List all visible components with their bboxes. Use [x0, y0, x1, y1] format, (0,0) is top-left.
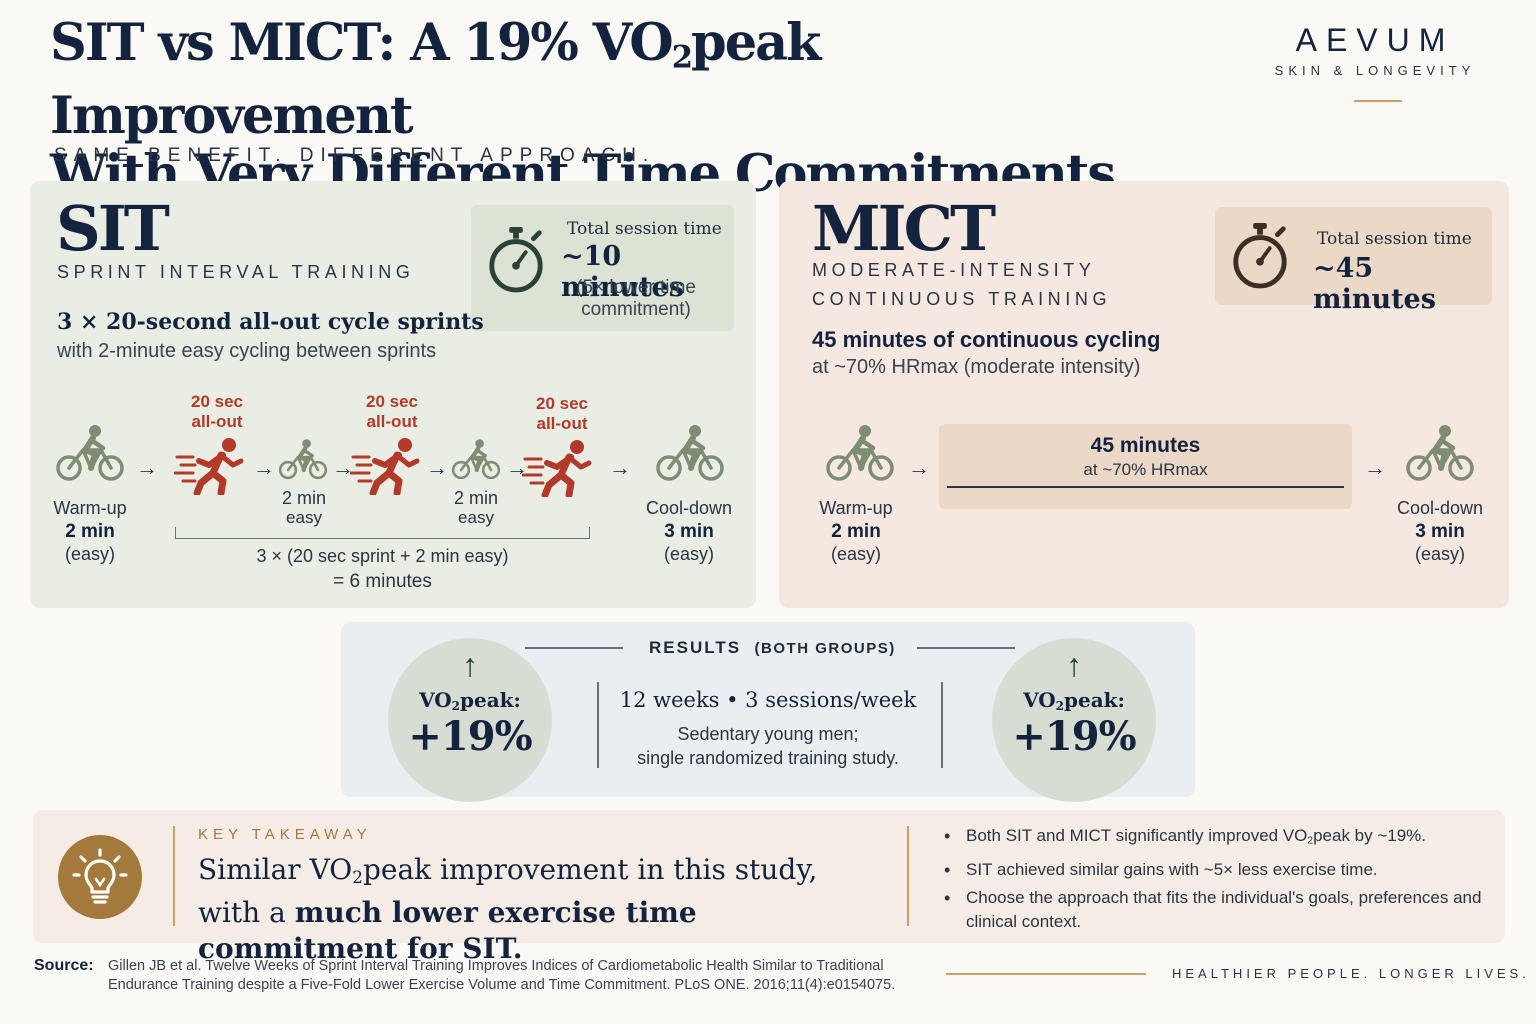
- mict-result-metric: VO2peak:: [1023, 688, 1125, 713]
- study-details: 12 weeks • 3 sessions/week Sedentary you…: [603, 688, 933, 770]
- brand-subtitle: SKIN & LONGEVITY: [1274, 63, 1476, 78]
- lightbulb-icon: [58, 835, 142, 919]
- sit-cooldown-label: Cool-down 3 min (easy): [645, 498, 733, 564]
- sit-time-value: ~10 minutes: [561, 241, 684, 303]
- footer-rule: [946, 973, 1146, 975]
- source-citation: Gillen JB et al. Twelve Weeks of Sprint …: [108, 958, 896, 993]
- mict-abbr: MICT: [812, 192, 996, 265]
- sit-protocol-subtitle: with 2-minute easy cycling between sprin…: [57, 340, 437, 362]
- sprint-1-label: 20 sec all-out: [191, 392, 243, 431]
- page-title: SIT vs MICT: A 19% VO2peak Improvement W…: [50, 14, 1150, 203]
- sit-warmup-label: Warm-up 2 min (easy): [53, 498, 127, 564]
- list-item: Both SIT and MICT significantly improved…: [942, 824, 1492, 854]
- stopwatch-icon: [485, 225, 547, 293]
- arrow-icon: →: [426, 455, 448, 480]
- interval-bracket: [175, 527, 590, 539]
- mict-warmup-label: Warm-up 2 min (easy): [819, 498, 893, 564]
- mict-protocol-title: 45 minutes of continuous cycling: [812, 327, 1161, 352]
- study-design: 12 weeks • 3 sessions/week: [619, 688, 917, 712]
- list-item: Choose the approach that fits the indivi…: [942, 886, 1492, 934]
- sprinter-icon: [522, 437, 594, 497]
- sprint-3-label: 20 sec all-out: [536, 394, 588, 433]
- brand-divider: [1354, 100, 1402, 102]
- arrow-icon: →: [908, 455, 930, 480]
- sit-full-name: SPRINT INTERVAL TRAINING: [57, 262, 415, 282]
- easy-1-label: 2 min easy: [281, 488, 326, 527]
- sit-result-circle: ↑ VO2peak: +19%: [388, 638, 552, 802]
- continuous-cycling-bar: 45 minutes at ~70% HRmax: [939, 424, 1352, 509]
- sprint-2-label: 20 sec all-out: [366, 392, 418, 431]
- sit-time-note: (5× lower time commitment): [576, 277, 696, 320]
- mict-cooldown-label: Cool-down 3 min (easy): [1396, 498, 1484, 564]
- sit-time-label: Total session time: [567, 219, 722, 239]
- mict-protocol-subtitle: at ~70% HRmax (moderate intensity): [812, 356, 1141, 378]
- arrow-up-icon: ↑: [462, 647, 478, 683]
- mict-result-value: +19%: [1012, 713, 1136, 760]
- takeaway-divider-left: [173, 826, 175, 926]
- brand-logo: AEVUM SKIN & LONGEVITY: [1250, 22, 1500, 78]
- takeaway-text: Similar VO2peak improvement in this stud…: [198, 852, 898, 967]
- results-rule-right: [917, 647, 1015, 649]
- footer-tagline: HEALTHIER PEOPLE. LONGER LIVES.: [1172, 966, 1530, 981]
- interval-summary: 3 × (20 sec sprint + 2 min easy) = 6 min…: [256, 546, 509, 592]
- mict-full-name-line-2: CONTINUOUS TRAINING: [812, 289, 1112, 309]
- results-panel: RESULTS (BOTH GROUPS) ↑ VO2peak: +19% 12…: [341, 622, 1195, 802]
- arrow-icon: →: [609, 455, 631, 480]
- page-tagline: SAME BENEFIT. DIFFERENT APPROACH.: [54, 145, 656, 166]
- study-population: Sedentary young men; single randomized t…: [637, 724, 899, 768]
- bar-duration: 45 minutes: [1090, 434, 1201, 457]
- source-label: Source:: [34, 957, 94, 974]
- mict-time-label: Total session time: [1317, 229, 1472, 249]
- results-divider-right: [941, 682, 943, 768]
- title-line-1: SIT vs MICT: A 19% VO2peak Improvement: [50, 13, 822, 146]
- arrow-icon: →: [136, 455, 158, 480]
- bar-timeline: [947, 486, 1344, 488]
- easy-2-label: 2 min easy: [453, 488, 498, 527]
- sit-time-box: Total session time ~10 minutes (5× lower…: [471, 205, 734, 331]
- cooldown-cyclist-icon: [1405, 424, 1475, 484]
- sit-protocol-title: 3 × 20-second all-out cycle sprints: [57, 309, 484, 335]
- warmup-cyclist-icon: [55, 424, 125, 484]
- sprinter-icon: [174, 435, 246, 495]
- mict-result-circle: ↑ VO2peak: +19%: [992, 638, 1156, 802]
- easy-cyclist-icon: [278, 438, 328, 482]
- takeaway-divider-right: [907, 826, 909, 926]
- arrow-icon: →: [332, 455, 354, 480]
- results-rule-left: [525, 647, 623, 649]
- brand-name: AEVUM: [1295, 22, 1455, 58]
- takeaway-line-2: with a much lower exercise time commitme…: [198, 896, 697, 966]
- arrow-icon: →: [1364, 455, 1386, 480]
- sit-abbr: SIT: [56, 192, 170, 265]
- easy-cyclist-icon: [451, 438, 501, 482]
- takeaway-label: KEY TAKEAWAY: [198, 826, 372, 843]
- warmup-cyclist-icon: [825, 424, 895, 484]
- bar-intensity: at ~70% HRmax: [1083, 460, 1208, 479]
- sit-result-value: +19%: [408, 713, 532, 760]
- stopwatch-icon: [1229, 219, 1291, 291]
- mict-time-value: ~45 minutes: [1313, 253, 1436, 315]
- arrow-up-icon: ↑: [1066, 647, 1082, 683]
- arrow-icon: →: [253, 455, 275, 480]
- mict-full-name-line-1: MODERATE-INTENSITY: [812, 260, 1096, 280]
- results-divider-left: [597, 682, 599, 768]
- cooldown-cyclist-icon: [655, 424, 725, 484]
- list-item: SIT achieved similar gains with ~5× less…: [942, 858, 1492, 882]
- takeaway-bullets: Both SIT and MICT significantly improved…: [942, 824, 1492, 938]
- mict-time-box: Total session time ~45 minutes: [1215, 207, 1492, 315]
- results-title: RESULTS (BOTH GROUPS): [649, 638, 896, 657]
- sprinter-icon: [350, 435, 422, 495]
- sit-result-metric: VO2peak:: [419, 688, 521, 713]
- takeaway-line-1: Similar VO2peak improvement in this stud…: [198, 853, 818, 888]
